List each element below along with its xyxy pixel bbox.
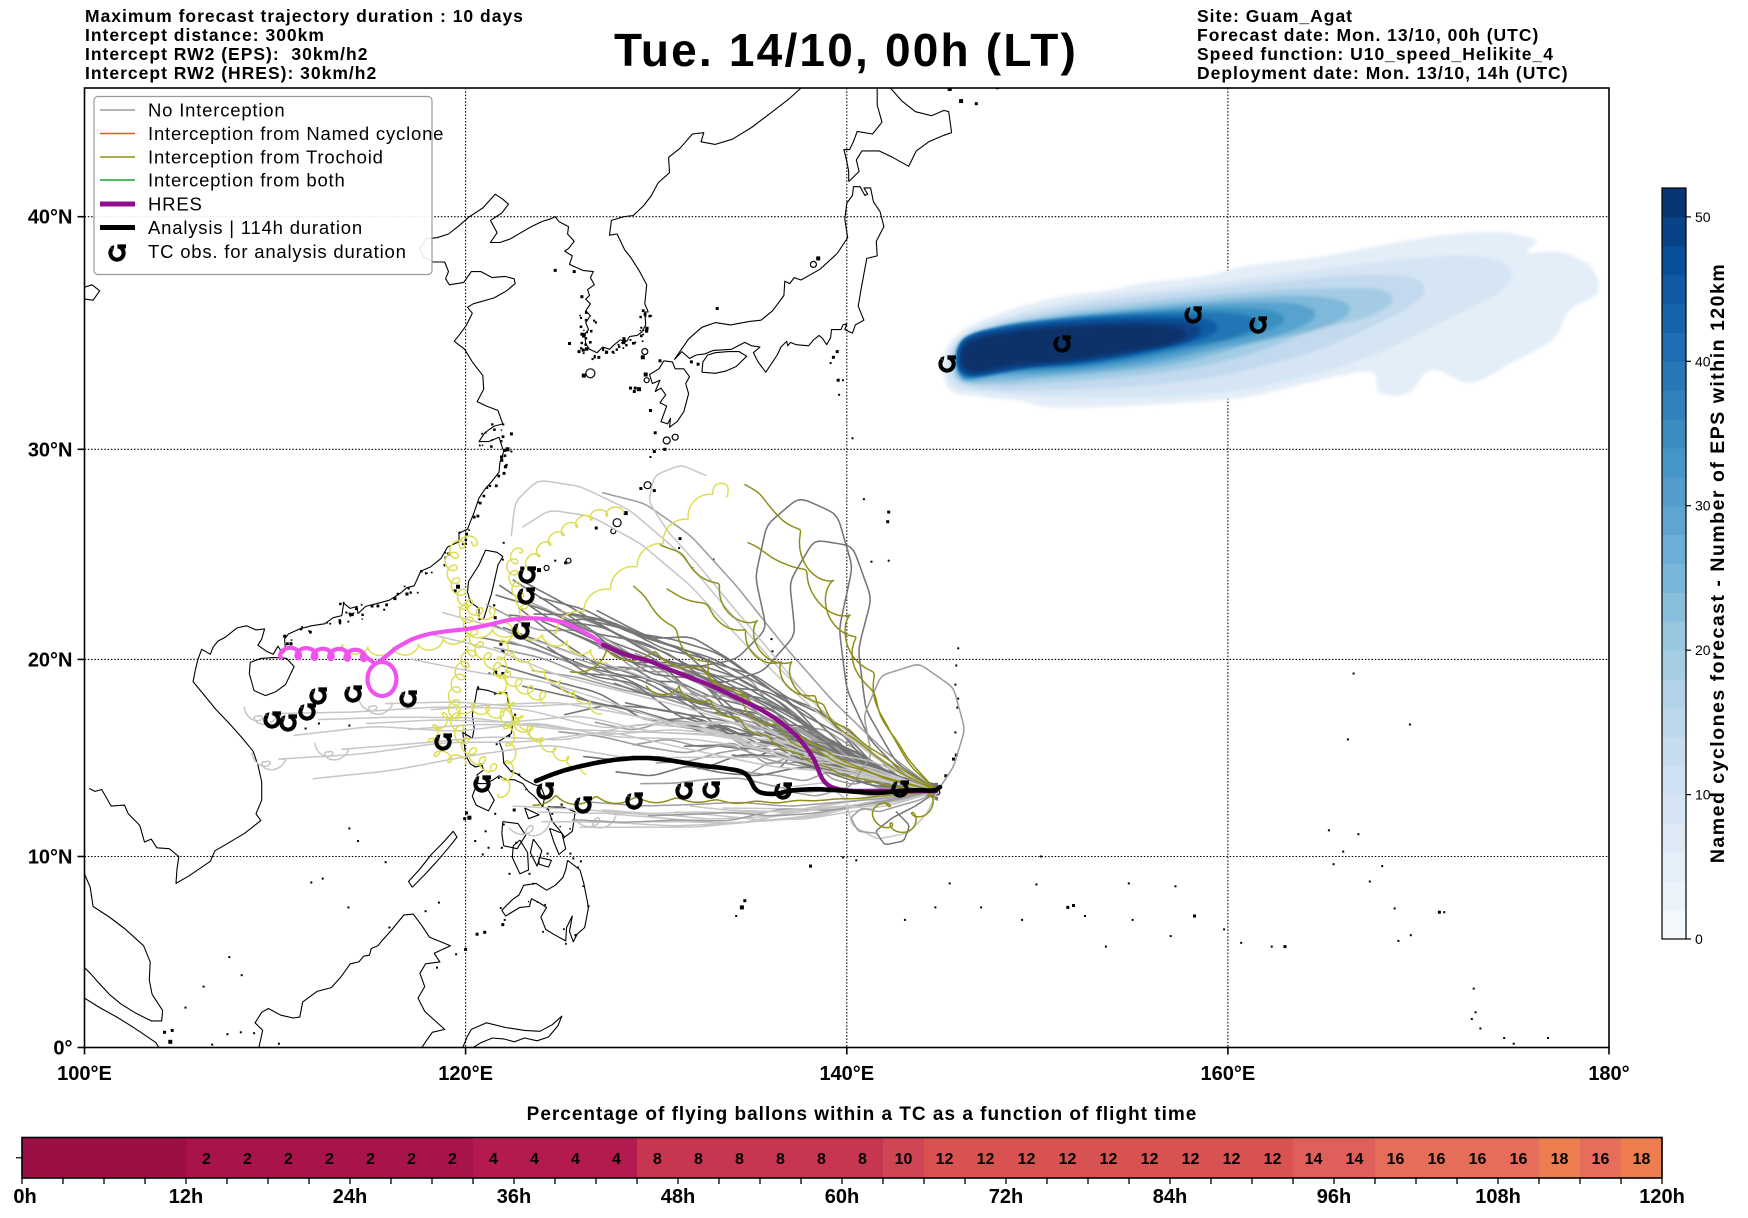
svg-text:18: 18 <box>1633 1151 1651 1168</box>
svg-text:40°N: 40°N <box>28 207 73 229</box>
svg-text:0: 0 <box>1695 931 1703 947</box>
svg-text:24h: 24h <box>333 1186 367 1208</box>
svg-text:8: 8 <box>817 1151 826 1168</box>
svg-text:72h: 72h <box>989 1186 1023 1208</box>
svg-text:Interception from both: Interception from both <box>148 170 346 191</box>
svg-text:120°E: 120°E <box>438 1063 493 1085</box>
svg-text:30: 30 <box>1695 498 1711 514</box>
svg-text:2: 2 <box>284 1151 293 1168</box>
svg-text:16: 16 <box>1510 1151 1528 1168</box>
svg-text:12: 12 <box>936 1151 954 1168</box>
svg-text:108h: 108h <box>1475 1186 1521 1208</box>
svg-text:84h: 84h <box>1153 1186 1187 1208</box>
svg-text:180°: 180° <box>1588 1063 1629 1085</box>
svg-text:8: 8 <box>653 1151 662 1168</box>
svg-text:12: 12 <box>1264 1151 1282 1168</box>
svg-text:Percentage of flying ballons w: Percentage of flying ballons within a TC… <box>527 1104 1198 1125</box>
svg-text:60h: 60h <box>825 1186 859 1208</box>
svg-text:16: 16 <box>1387 1151 1405 1168</box>
svg-text:Site: Guam_Agat: Site: Guam_Agat <box>1197 6 1353 26</box>
svg-text:Intercept distance: 300km: Intercept distance: 300km <box>85 25 325 45</box>
svg-text:2: 2 <box>366 1151 375 1168</box>
svg-text:10: 10 <box>895 1151 913 1168</box>
svg-text:20°N: 20°N <box>28 649 73 671</box>
svg-text:0h: 0h <box>13 1186 36 1208</box>
svg-text:2: 2 <box>325 1151 334 1168</box>
svg-text:18: 18 <box>1551 1151 1569 1168</box>
svg-text:8: 8 <box>694 1151 703 1168</box>
svg-text:Named cyclones forecast - Numb: Named cyclones forecast - Number of EPS … <box>1707 263 1729 863</box>
svg-text:120h: 120h <box>1639 1186 1685 1208</box>
svg-text:16: 16 <box>1469 1151 1487 1168</box>
svg-text:48h: 48h <box>661 1186 695 1208</box>
svg-text:12h: 12h <box>169 1186 203 1208</box>
svg-text:36h: 36h <box>497 1186 531 1208</box>
svg-text:12: 12 <box>1223 1151 1241 1168</box>
svg-text:140°E: 140°E <box>819 1063 874 1085</box>
svg-text:0°: 0° <box>53 1038 72 1060</box>
svg-text:4: 4 <box>489 1151 498 1168</box>
svg-text:HRES: HRES <box>148 194 203 215</box>
svg-text:40: 40 <box>1695 353 1711 369</box>
svg-text:8: 8 <box>858 1151 867 1168</box>
svg-text:Intercept RW2 (HRES): 30km/h2: Intercept RW2 (HRES): 30km/h2 <box>85 63 377 83</box>
svg-text:4: 4 <box>530 1151 539 1168</box>
svg-text:Forecast date: Mon. 13/10, 00h: Forecast date: Mon. 13/10, 00h (UTC) <box>1197 25 1539 45</box>
svg-text:14: 14 <box>1305 1151 1323 1168</box>
svg-text:100°E: 100°E <box>57 1063 112 1085</box>
svg-text:160°E: 160°E <box>1201 1063 1256 1085</box>
svg-text:96h: 96h <box>1317 1186 1351 1208</box>
svg-text:Analysis | 114h duration: Analysis | 114h duration <box>148 217 363 238</box>
svg-text:12: 12 <box>1182 1151 1200 1168</box>
svg-text:No Interception: No Interception <box>148 100 285 121</box>
svg-text:12: 12 <box>1059 1151 1077 1168</box>
svg-text:10: 10 <box>1695 787 1711 803</box>
svg-text:2: 2 <box>243 1151 252 1168</box>
svg-text:8: 8 <box>735 1151 744 1168</box>
svg-text:Speed function: U10_speed_Heli: Speed function: U10_speed_Helikite_4 <box>1197 44 1554 64</box>
svg-text:10°N: 10°N <box>28 847 73 869</box>
svg-text:50: 50 <box>1695 209 1711 225</box>
svg-text:20: 20 <box>1695 642 1711 658</box>
svg-text:16: 16 <box>1428 1151 1446 1168</box>
svg-text:4: 4 <box>571 1151 580 1168</box>
svg-text:30°N: 30°N <box>28 439 73 461</box>
svg-text:14: 14 <box>1346 1151 1364 1168</box>
svg-text:Deployment date: Mon. 13/10, 1: Deployment date: Mon. 13/10, 14h (UTC) <box>1197 63 1569 83</box>
svg-text:12: 12 <box>1141 1151 1159 1168</box>
svg-text:2: 2 <box>448 1151 457 1168</box>
svg-text:Interception from Trochoid: Interception from Trochoid <box>148 147 384 168</box>
svg-text:8: 8 <box>776 1151 785 1168</box>
svg-text:12: 12 <box>977 1151 995 1168</box>
svg-text:12: 12 <box>1100 1151 1118 1168</box>
svg-text:Tue. 14/10, 00h (LT): Tue. 14/10, 00h (LT) <box>614 24 1078 76</box>
svg-text:Maximum forecast trajectory du: Maximum forecast trajectory duration : 1… <box>85 6 524 26</box>
svg-text:Interception from Named cyclon: Interception from Named cyclone <box>148 123 444 144</box>
svg-text:Intercept RW2 (EPS): 30km/h2: Intercept RW2 (EPS): 30km/h2 <box>85 44 368 64</box>
svg-text:TC obs. for analysis duration: TC obs. for analysis duration <box>148 241 407 262</box>
svg-text:16: 16 <box>1592 1151 1610 1168</box>
svg-text:12: 12 <box>1018 1151 1036 1168</box>
svg-text:2: 2 <box>202 1151 211 1168</box>
svg-text:2: 2 <box>407 1151 416 1168</box>
svg-text:4: 4 <box>612 1151 621 1168</box>
